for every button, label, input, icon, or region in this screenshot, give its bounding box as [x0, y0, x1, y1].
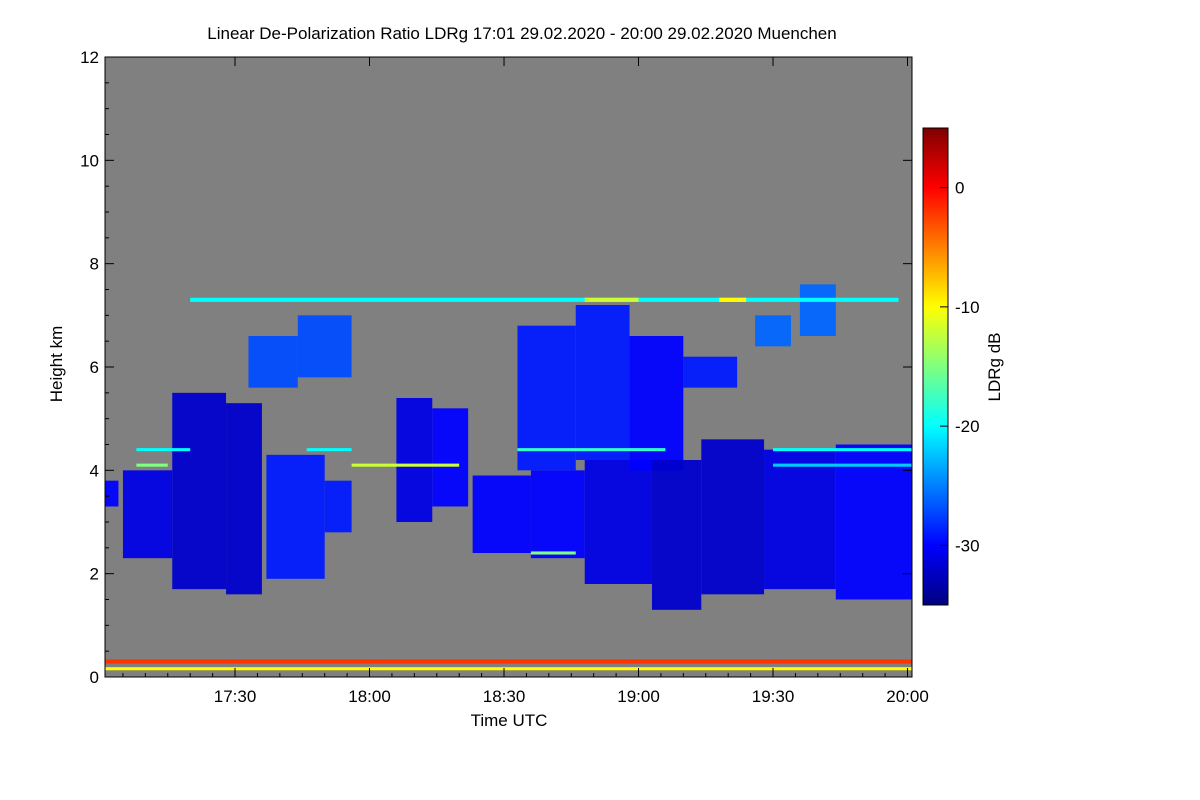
colorbar-tick-label-1: -20: [955, 417, 980, 436]
cloud-region-12: [530, 470, 585, 559]
cloud-region-22: [835, 444, 912, 600]
thin-layer-5: [306, 448, 352, 452]
y-tick-label-1: 2: [90, 565, 99, 584]
colorbar-ticks: -30 -20 -10 0: [940, 179, 980, 555]
thin-layer-12: [105, 667, 912, 671]
cloud-region-5: [297, 315, 352, 378]
y-tick-label-2: 4: [90, 461, 99, 480]
thin-layer-1: [584, 297, 639, 302]
cloud-region-16: [651, 460, 702, 610]
cloud-region-18: [683, 356, 738, 388]
cloud-region-17: [701, 439, 765, 595]
y-tick-label-6: 12: [80, 48, 99, 67]
thin-layer-7: [517, 448, 666, 452]
colorbar-tick-label-3: 0: [955, 179, 964, 198]
cloud-region-0: [105, 480, 119, 507]
y-tick-label-3: 6: [90, 358, 99, 377]
y-tick-label-4: 8: [90, 255, 99, 274]
heatmap-cells: [105, 284, 912, 671]
cloud-region-6: [266, 454, 325, 579]
thin-layer-9: [773, 463, 912, 467]
x-tick-label-5: 20:00: [886, 687, 929, 706]
cloud-region-20: [764, 449, 836, 590]
colorbar-gradient: [922, 127, 949, 606]
cloud-region-11: [517, 325, 576, 471]
plot-area: [104, 56, 913, 678]
cloud-region-19: [755, 315, 791, 347]
thin-layer-8: [773, 448, 912, 452]
colorbar-tick-label-0: -30: [955, 536, 980, 555]
cloud-region-2: [172, 392, 227, 590]
colorbar: -30 -20 -10 0 LDRg dB: [922, 127, 1004, 606]
thin-layer-6: [351, 463, 460, 467]
x-tick-label-3: 19:00: [617, 687, 660, 706]
x-tick-label-1: 18:00: [348, 687, 391, 706]
x-axis: 17:30 18:00 18:30 19:00 19:30 20:00: [122, 57, 929, 706]
cloud-region-10: [472, 475, 531, 553]
colorbar-label: LDRg dB: [985, 333, 1004, 402]
cloud-region-4: [248, 336, 298, 388]
thin-layer-10: [530, 551, 576, 555]
colorbar-tick-label-2: -10: [955, 298, 980, 317]
cloud-region-14: [584, 460, 652, 584]
y-axis-label: Height km: [47, 326, 66, 403]
thin-layer-2: [719, 297, 747, 302]
y-axis: 0 2 4 6 8 10 12: [80, 48, 912, 687]
cloud-region-3: [226, 403, 262, 595]
cloud-region-21: [799, 284, 836, 336]
thin-layer-11: [105, 659, 912, 664]
cloud-region-15: [629, 336, 684, 471]
thin-layer-3: [136, 448, 191, 452]
cloud-region-7: [324, 480, 352, 533]
cloud-region-13: [575, 305, 630, 460]
cloud-region-1: [122, 470, 173, 559]
thin-layer-0: [190, 297, 899, 302]
chart-title: Linear De-Polarization Ratio LDRg 17:01 …: [207, 24, 836, 43]
x-tick-label-4: 19:30: [752, 687, 795, 706]
cloud-region-8: [396, 398, 433, 522]
cloud-region-9: [432, 408, 469, 507]
thin-layer-4: [136, 463, 168, 467]
x-tick-label-2: 18:30: [483, 687, 526, 706]
x-tick-label-0: 17:30: [214, 687, 257, 706]
y-tick-label-0: 0: [90, 668, 99, 687]
y-tick-label-5: 10: [80, 151, 99, 170]
x-axis-label: Time UTC: [471, 711, 548, 730]
